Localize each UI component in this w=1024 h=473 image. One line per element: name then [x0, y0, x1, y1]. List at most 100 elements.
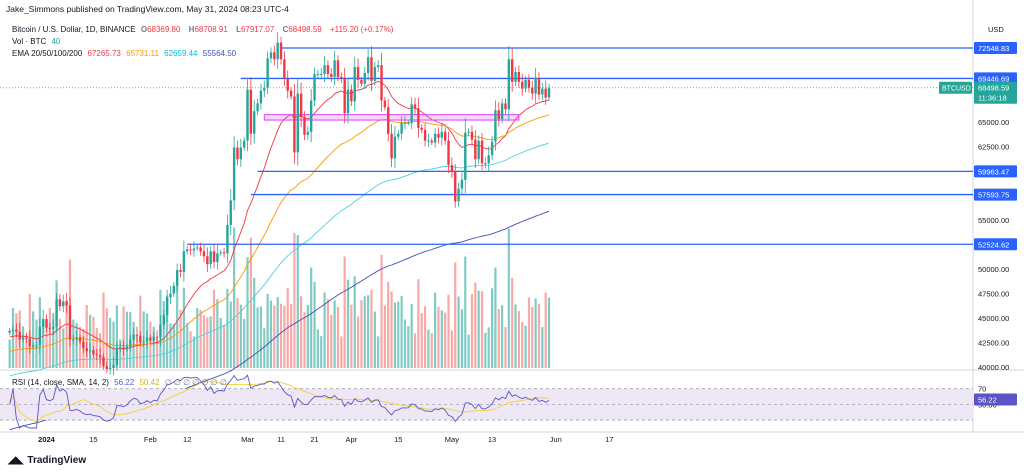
volume-bar [527, 297, 531, 368]
candle-body [340, 76, 343, 79]
candle-body [497, 110, 500, 120]
volume-bar [534, 298, 537, 368]
volume-bar [507, 228, 510, 368]
candle-body [88, 350, 92, 352]
rsi-ma-value: 50.42 [139, 378, 160, 387]
candle-body [38, 326, 42, 346]
candle-body [346, 89, 350, 114]
volume-bar [420, 313, 423, 368]
volume-bar [95, 328, 98, 368]
volume-bar [340, 336, 343, 368]
brand-name: TradingView [27, 455, 87, 466]
candle-body [102, 357, 105, 367]
candle-body [21, 337, 25, 340]
volume-bar [279, 303, 283, 368]
candle-body [165, 297, 169, 316]
candle-body [175, 269, 179, 286]
tradingview-logo: ◢◣ TradingView [8, 455, 86, 466]
volume-bar [427, 329, 430, 368]
candle-body [62, 301, 65, 307]
candle-body [135, 334, 139, 336]
volume-bar [367, 295, 370, 368]
volume-bar [266, 293, 269, 368]
volume-bar [423, 306, 427, 368]
volume-bar [380, 254, 383, 368]
volume-bar [541, 327, 544, 368]
volume-bar [511, 277, 514, 368]
price-tick-label: 45000.00 [978, 314, 1009, 323]
volume-bar [393, 302, 397, 368]
volume-bar [343, 256, 346, 368]
candle-body [249, 89, 253, 134]
candle-body [18, 331, 21, 340]
volume-bar [48, 308, 51, 368]
time-tick-label: 13 [488, 435, 496, 444]
ohlc-legend: Bitcoin / U.S. Dollar, 1D, BINANCE O6836… [12, 25, 396, 34]
symbol-tag-label: BTCUSD [942, 86, 971, 93]
volume-bar [360, 300, 363, 368]
time-tick-label: 21 [310, 435, 318, 444]
volume-bar [306, 305, 309, 368]
change-value: +115.20 (+0.17%) [329, 25, 394, 34]
volume-bar [109, 318, 112, 368]
volume-bar [169, 323, 172, 368]
volume-bar [390, 291, 393, 368]
volume-bar [186, 323, 189, 368]
candle-body [55, 299, 58, 327]
candle-body [119, 347, 122, 349]
volume-bar [206, 317, 209, 368]
candle-body [467, 131, 470, 133]
price-tick-label: 40000.00 [978, 363, 1009, 372]
candle-body [92, 350, 95, 355]
volume-bar [152, 326, 155, 368]
candle-body [145, 337, 149, 342]
rsi-line [9, 374, 550, 429]
volume-bar [316, 329, 319, 368]
level-price-label: 52524.62 [978, 240, 1009, 249]
level-price-tag [974, 238, 1017, 251]
volume-bar [454, 262, 457, 368]
time-tick-label: May [445, 435, 459, 444]
volume-bar [467, 334, 470, 368]
volume-bar [45, 325, 48, 368]
volume-bar [504, 327, 507, 368]
volume-bar [383, 305, 386, 368]
candle-body [447, 140, 450, 166]
volume-bar [273, 305, 276, 368]
candle-body [544, 88, 547, 98]
volume-bar [313, 281, 316, 368]
volume-bar [310, 267, 313, 368]
candle-body [450, 165, 454, 171]
candle-body [139, 335, 142, 343]
candle-body [11, 329, 15, 331]
volume-bar [11, 308, 15, 368]
volume-bar [296, 235, 299, 368]
volume-bar [524, 325, 527, 368]
candle-body [527, 79, 531, 88]
candle-body [236, 147, 239, 160]
volume-bar [480, 291, 484, 368]
candle-body [504, 103, 507, 110]
candle-body [484, 163, 487, 165]
ema-label: EMA 20/50/100/200 [12, 49, 83, 58]
volume-bar [52, 313, 55, 368]
candle-body [360, 79, 363, 84]
candle-body [477, 140, 480, 160]
volume-bar [293, 232, 296, 368]
candle-body [246, 89, 249, 141]
candle-body [266, 58, 269, 88]
candle-body [229, 200, 232, 225]
candle-body [115, 347, 119, 366]
volume-bar [464, 256, 467, 368]
candle-body [78, 337, 82, 342]
high-value: H68708.91 [188, 25, 228, 34]
volume-bar [387, 281, 390, 368]
candle-body [263, 87, 266, 91]
ema50-value: 65731.11 [126, 49, 159, 58]
volume-bar [346, 279, 350, 368]
time-tick-label: Jun [550, 435, 562, 444]
candle-body [202, 251, 206, 257]
candle-body [289, 90, 293, 97]
candle-body [142, 341, 145, 343]
